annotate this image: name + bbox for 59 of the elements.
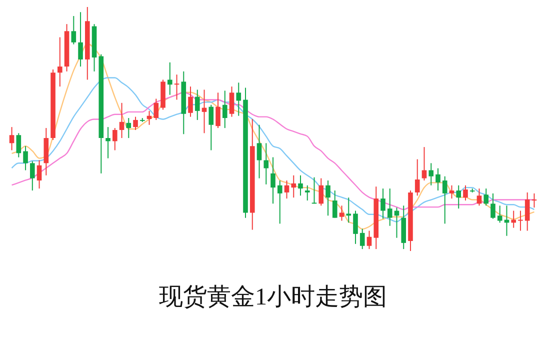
candlestick: [428, 162, 434, 186]
candlestick: [277, 180, 282, 224]
candlestick: [366, 230, 372, 250]
candlestick: [312, 176, 317, 204]
candlestick: [126, 118, 132, 139]
candlestick: [222, 90, 228, 129]
candlestick: [436, 168, 440, 191]
candlestick: [229, 86, 234, 118]
candlestick: [208, 104, 214, 151]
candlestick: [71, 16, 76, 45]
candlestick: [394, 207, 400, 238]
candlestick: [112, 128, 118, 151]
candlestick: [353, 210, 358, 244]
candlestick: [167, 62, 172, 96]
candlestick: [304, 184, 310, 201]
candlestick: [216, 92, 220, 129]
candlestick: [339, 205, 344, 222]
candlestick: [16, 132, 22, 158]
candlestick: [449, 184, 454, 200]
candlestick: [497, 205, 502, 224]
candlestick: [346, 197, 352, 224]
candlestick: [194, 89, 200, 120]
candlestick: [119, 102, 124, 139]
text: 现货黄金1小时走势图: [159, 284, 387, 310]
candlestick: [236, 82, 242, 116]
candlestick: [264, 142, 269, 185]
candlestick: [326, 180, 330, 216]
candlestick: [463, 184, 468, 201]
candlestick: [78, 12, 83, 68]
candlestick: [256, 124, 262, 179]
candlestick: [298, 174, 303, 196]
candlestick: [318, 178, 324, 206]
candlestick: [442, 176, 448, 224]
candlestick: [380, 188, 386, 220]
candlestick: [284, 180, 290, 200]
candlestick: [106, 126, 110, 159]
candlestick: [476, 188, 482, 206]
candlestick: [154, 98, 159, 120]
candlestick: [133, 116, 138, 130]
candlestick: [23, 146, 28, 171]
candlestick: [174, 74, 180, 100]
candlestick: [9, 126, 14, 151]
candlestick: [414, 158, 420, 196]
candlestick: [270, 156, 276, 204]
candlestick: [387, 188, 392, 226]
candlestick: [484, 188, 489, 206]
candlestick: [490, 192, 496, 220]
candlestick: [57, 36, 62, 88]
candlestick: [422, 146, 427, 181]
candlestick: [291, 174, 296, 198]
candlestick: [36, 160, 42, 190]
candlestick: [30, 160, 35, 191]
candlestick: [202, 89, 207, 134]
candlestick: [188, 86, 193, 118]
candlestick: [456, 184, 462, 210]
candlestick: [524, 192, 530, 232]
candlestick: [360, 228, 365, 250]
candlestick: [532, 192, 537, 208]
candlestick: [332, 190, 338, 218]
